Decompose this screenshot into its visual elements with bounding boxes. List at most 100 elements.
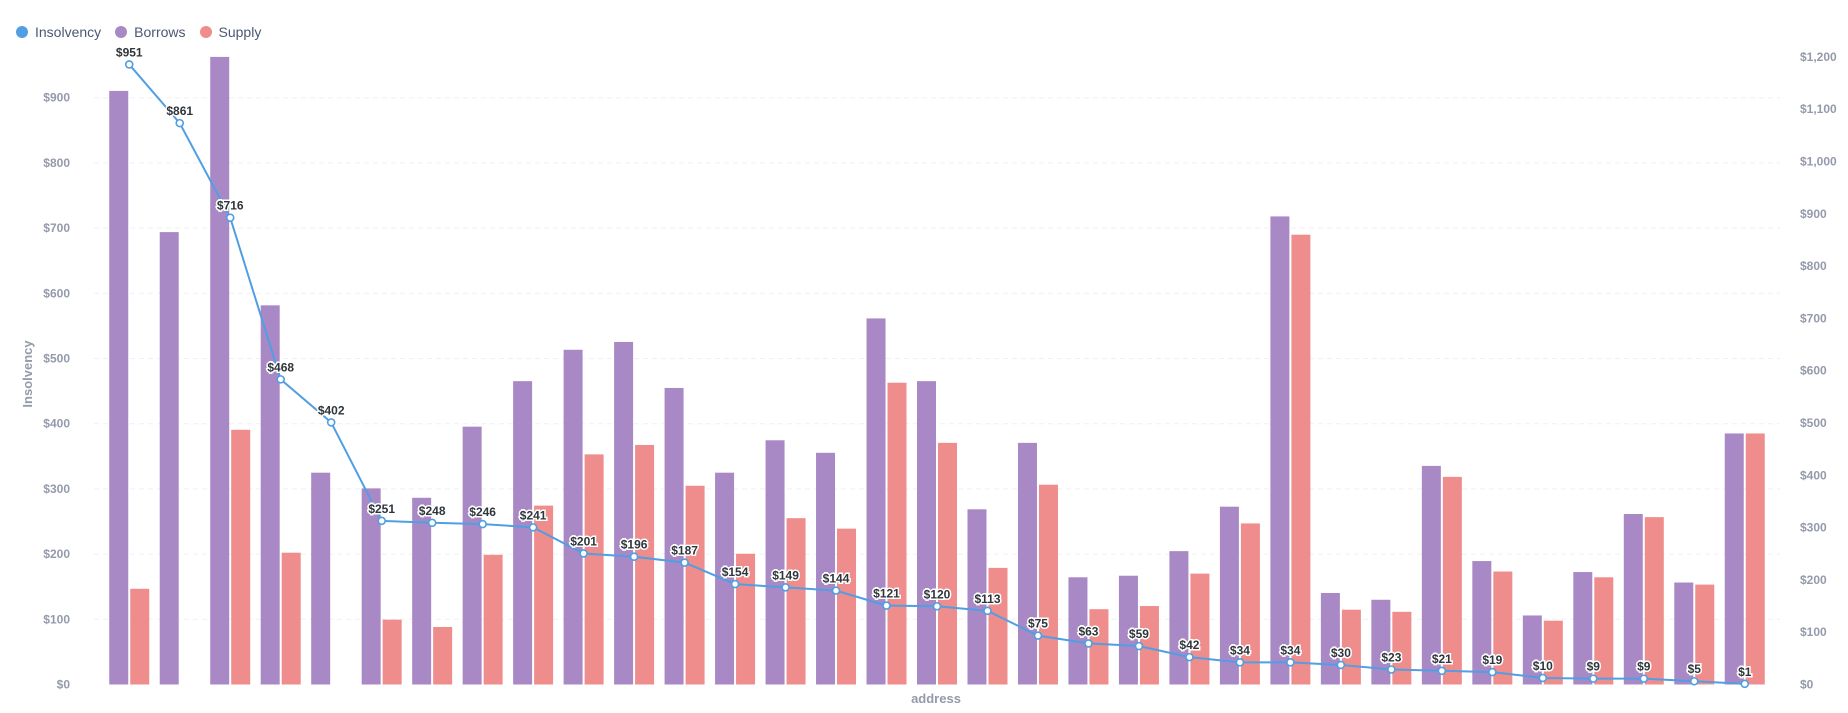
borrows-bar xyxy=(1371,600,1390,685)
supply-bar xyxy=(383,620,402,685)
insolvency-data-label: $63 xyxy=(1078,624,1098,638)
supply-bar xyxy=(282,553,301,685)
borrows-bar xyxy=(1523,615,1542,684)
insolvency-data-label: $75 xyxy=(1028,617,1048,631)
y-right-tick-label: $900 xyxy=(1800,207,1827,221)
insolvency-data-label: $196 xyxy=(621,538,648,552)
insolvency-data-label: $951 xyxy=(116,45,143,59)
insolvency-data-label: $21 xyxy=(1432,652,1452,666)
y-right-tick-label: $0 xyxy=(1800,678,1814,692)
borrows-bar xyxy=(1220,507,1239,685)
insolvency-point xyxy=(126,61,133,68)
insolvency-data-label: $59 xyxy=(1129,627,1149,641)
borrows-bar xyxy=(1725,433,1744,684)
insolvency-point xyxy=(1438,667,1445,674)
supply-bar xyxy=(1190,574,1209,685)
gridlines xyxy=(94,98,1780,620)
insolvency-data-label: $34 xyxy=(1230,643,1250,657)
borrows-bar xyxy=(160,232,179,684)
insolvency-data-label: $149 xyxy=(772,568,799,582)
insolvency-data-label: $121 xyxy=(873,587,900,601)
borrows-bar xyxy=(766,440,785,684)
insolvency-data-label: $1 xyxy=(1738,665,1752,679)
y-left-tick-label: $500 xyxy=(43,352,70,366)
insolvency-data-label: $248 xyxy=(419,504,446,518)
supply-bar xyxy=(1746,433,1765,684)
insolvency-data-label: $402 xyxy=(318,403,345,417)
y-right-tick-label: $1,000 xyxy=(1800,155,1837,169)
y-left-tick-label: $100 xyxy=(43,612,70,626)
y-left-tick-label: $400 xyxy=(43,417,70,431)
borrows-bar xyxy=(463,427,482,685)
borrows-bar xyxy=(1018,443,1037,685)
y-right-tick-label: $500 xyxy=(1800,416,1827,430)
y-right-tick-label: $700 xyxy=(1800,311,1827,325)
supply-bar xyxy=(888,383,907,685)
y-axis-title: Insolvency xyxy=(20,340,35,408)
supply-bar xyxy=(938,443,957,685)
y-right-tick-label: $400 xyxy=(1800,468,1827,482)
borrows-bar xyxy=(917,381,936,684)
borrows-bar xyxy=(210,57,229,685)
supply-bar xyxy=(1089,609,1108,684)
supply-bar xyxy=(787,518,806,684)
insolvency-data-label: $120 xyxy=(924,587,951,601)
supply-bar xyxy=(1544,621,1563,685)
insolvency-point xyxy=(631,553,638,560)
insolvency-point xyxy=(1691,678,1698,685)
insolvency-point xyxy=(1135,643,1142,650)
y-left-tick-label: $800 xyxy=(43,156,70,170)
borrows-bar xyxy=(1270,216,1289,684)
y-left-tick-label: $700 xyxy=(43,221,70,235)
y-right-tick-label: $800 xyxy=(1800,259,1827,273)
supply-bar xyxy=(130,589,149,685)
supply-bar xyxy=(988,568,1007,685)
insolvency-point xyxy=(378,517,385,524)
supply-bar xyxy=(837,529,856,685)
y-right-tick-label: $600 xyxy=(1800,364,1827,378)
y-left-tick-label: $900 xyxy=(43,91,70,105)
y-left-tick-label: $0 xyxy=(57,678,71,692)
insolvency-point xyxy=(934,603,941,610)
borrows-bar xyxy=(311,473,330,685)
supply-bar xyxy=(1392,612,1411,685)
x-axis-title: address xyxy=(911,691,961,706)
insolvency-data-label: $187 xyxy=(671,544,698,558)
insolvency-data-label: $10 xyxy=(1533,659,1553,673)
insolvency-point xyxy=(227,214,234,221)
insolvency-point xyxy=(1337,661,1344,668)
borrows-bar xyxy=(1169,551,1188,684)
insolvency-point xyxy=(580,550,587,557)
insolvency-data-label: $251 xyxy=(368,502,395,516)
insolvency-point xyxy=(1640,675,1647,682)
borrows-bar xyxy=(614,342,633,685)
y-right-tick-label: $1,100 xyxy=(1800,102,1837,116)
insolvency-point xyxy=(1085,640,1092,647)
y-right-tick-label: $300 xyxy=(1800,521,1827,535)
insolvency-point xyxy=(984,607,991,614)
y-axis-left: $0$100$200$300$400$500$600$700$800$900 xyxy=(43,91,70,692)
insolvency-data-label: $468 xyxy=(267,360,294,374)
borrows-bar xyxy=(816,453,835,685)
insolvency-data-label: $19 xyxy=(1482,653,1502,667)
supply-bar xyxy=(484,555,503,685)
insolvency-point xyxy=(479,521,486,528)
insolvency-point xyxy=(328,419,335,426)
borrows-bar xyxy=(513,381,532,684)
y-left-tick-label: $600 xyxy=(43,286,70,300)
y-right-tick-label: $1,200 xyxy=(1800,50,1837,64)
insolvency-data-label: $154 xyxy=(722,565,749,579)
insolvency-point xyxy=(1590,675,1597,682)
insolvency-data-label: $23 xyxy=(1381,651,1401,665)
chart-canvas: $0 $100 $200 $300 $400 $500 $600 $700 $800 $900 $… xyxy=(0,0,1848,713)
y-right-tick-label: $100 xyxy=(1800,625,1827,639)
insolvency-data-label: $144 xyxy=(823,572,850,586)
y-right-tick-label: $200 xyxy=(1800,573,1827,587)
insolvency-point xyxy=(1388,666,1395,673)
supply-bar xyxy=(1493,572,1512,685)
insolvency-point xyxy=(1236,659,1243,666)
insolvency-point xyxy=(833,587,840,594)
insolvency-point xyxy=(1539,674,1546,681)
y-left-tick-label: $200 xyxy=(43,547,70,561)
insolvency-data-label: $5 xyxy=(1688,662,1702,676)
